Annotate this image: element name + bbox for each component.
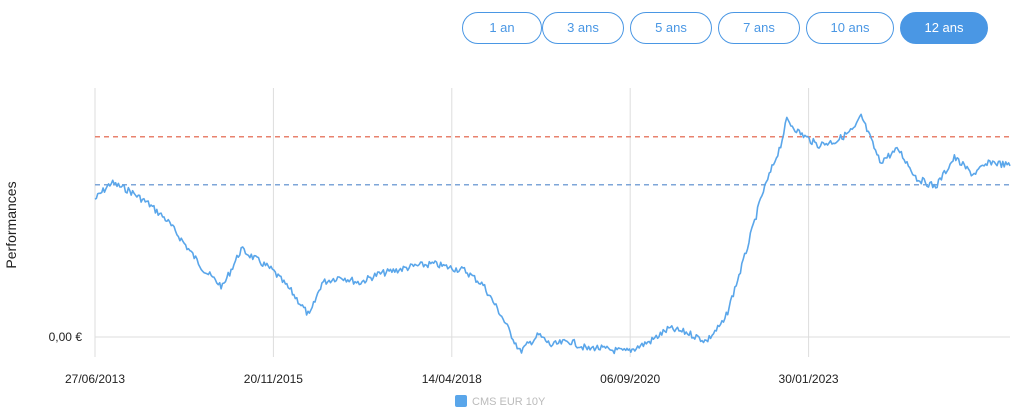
y-axis-label: Performances [3,181,19,268]
x-tick-label: 27/06/2013 [65,372,125,386]
x-tick-label: 14/04/2018 [422,372,482,386]
range-button-3y[interactable]: 3 ans [542,12,624,44]
y-tick-label: 0,00 € [49,330,83,344]
x-axis-ticks: 27/06/2013 20/11/2015 14/04/2018 06/09/2020… [65,372,839,386]
range-button-5y[interactable]: 5 ans [630,12,712,44]
x-tick-label: 20/11/2015 [244,372,303,386]
range-button-10y[interactable]: 10 ans [806,12,894,44]
range-button-1y[interactable]: 1 an [462,12,542,44]
y-axis-ticks: 0,00 € [49,330,83,344]
series-line-cms-eur-10y [94,113,1011,355]
legend[interactable]: CMS EUR 10Y [455,395,546,408]
legend-swatch[interactable] [455,395,467,407]
x-tick-label: 30/01/2023 [779,372,839,386]
legend-label[interactable]: CMS EUR 10Y [472,396,546,408]
x-tick-label: 06/09/2020 [600,372,660,386]
time-range-selector: 1 an 3 ans 5 ans 7 ans 10 ans 12 ans [460,12,1000,46]
grid-lines [94,88,810,357]
range-button-12y[interactable]: 12 ans [900,12,988,44]
range-button-7y[interactable]: 7 ans [718,12,800,44]
